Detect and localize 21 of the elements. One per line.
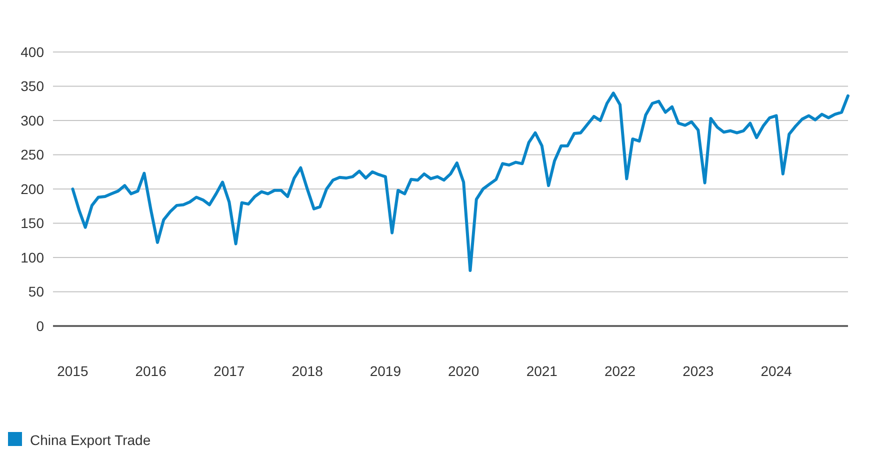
y-tick-label: 200 (20, 180, 44, 197)
x-tick-label: 2019 (370, 363, 402, 379)
y-tick-label: 0 (36, 318, 44, 334)
x-tick-label: 2020 (448, 363, 480, 379)
y-tick-label: 100 (20, 249, 44, 266)
y-tick-label: 300 (20, 112, 44, 128)
y-tick-label: 50 (28, 284, 44, 300)
line-series (71, 92, 850, 272)
x-tick-label: 2022 (604, 363, 636, 379)
x-tick-label: 2024 (760, 363, 792, 379)
y-tick-label: 350 (20, 78, 44, 94)
x-tick-label: 2015 (57, 363, 88, 379)
legend-label: China Export Trade (30, 432, 151, 448)
x-tick-label: 2016 (135, 363, 167, 379)
x-tick-label: 2017 (214, 363, 245, 379)
y-tick-label: 250 (20, 146, 44, 163)
x-tick-label: 2023 (682, 363, 714, 379)
x-tick-label: 2018 (292, 363, 324, 379)
y-tick-label: 150 (20, 215, 44, 232)
x-tick-label: 2021 (526, 363, 558, 379)
y-tick-label: 400 (20, 44, 44, 60)
